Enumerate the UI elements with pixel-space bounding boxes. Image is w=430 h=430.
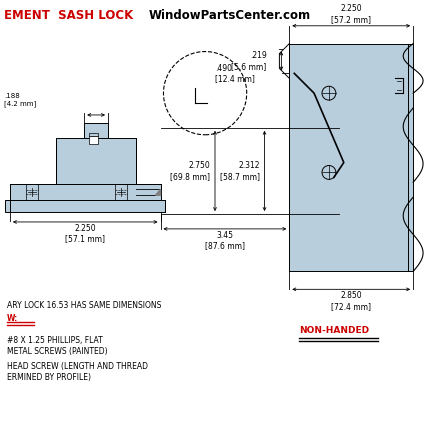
Text: 2.250
[57.1 mm]: 2.250 [57.1 mm] — [65, 224, 105, 243]
Polygon shape — [156, 189, 160, 195]
Text: 2.250
[57.2 mm]: 2.250 [57.2 mm] — [331, 4, 371, 24]
Text: 2.312
[58.7 mm]: 2.312 [58.7 mm] — [220, 161, 260, 181]
Text: 3.45
[87.6 mm]: 3.45 [87.6 mm] — [205, 231, 245, 250]
Bar — [56, 138, 136, 184]
Text: #8 X 1.25 PHILLIPS, FLAT: #8 X 1.25 PHILLIPS, FLAT — [7, 336, 103, 345]
Bar — [10, 184, 160, 200]
Bar — [84, 123, 108, 138]
Text: HEAD SCREW (LENGTH AND THREAD: HEAD SCREW (LENGTH AND THREAD — [7, 362, 148, 371]
Bar — [5, 200, 166, 212]
Bar — [89, 133, 98, 136]
Bar — [89, 136, 98, 144]
Text: ERMINED BY PROFILE): ERMINED BY PROFILE) — [7, 372, 91, 381]
Text: .219
[5.6 mm]: .219 [5.6 mm] — [231, 51, 267, 71]
Text: METAL SCREWS (PAINTED): METAL SCREWS (PAINTED) — [7, 347, 107, 356]
Text: 2.850
[72.4 mm]: 2.850 [72.4 mm] — [331, 291, 371, 311]
Bar — [289, 43, 413, 271]
Text: WindowPartsCenter.com: WindowPartsCenter.com — [149, 9, 311, 22]
Text: EMENT  SASH LOCK: EMENT SASH LOCK — [4, 9, 133, 22]
Text: W:: W: — [7, 314, 18, 323]
Text: ARY LOCK 16.53 HAS SAME DIMENSIONS: ARY LOCK 16.53 HAS SAME DIMENSIONS — [7, 301, 161, 310]
Text: .188
[4.2 mm]: .188 [4.2 mm] — [4, 93, 36, 107]
Text: .490
[12.4 mm]: .490 [12.4 mm] — [215, 64, 255, 83]
Text: NON-HANDED: NON-HANDED — [299, 326, 369, 335]
Text: 2.750
[69.8 mm]: 2.750 [69.8 mm] — [170, 161, 210, 181]
